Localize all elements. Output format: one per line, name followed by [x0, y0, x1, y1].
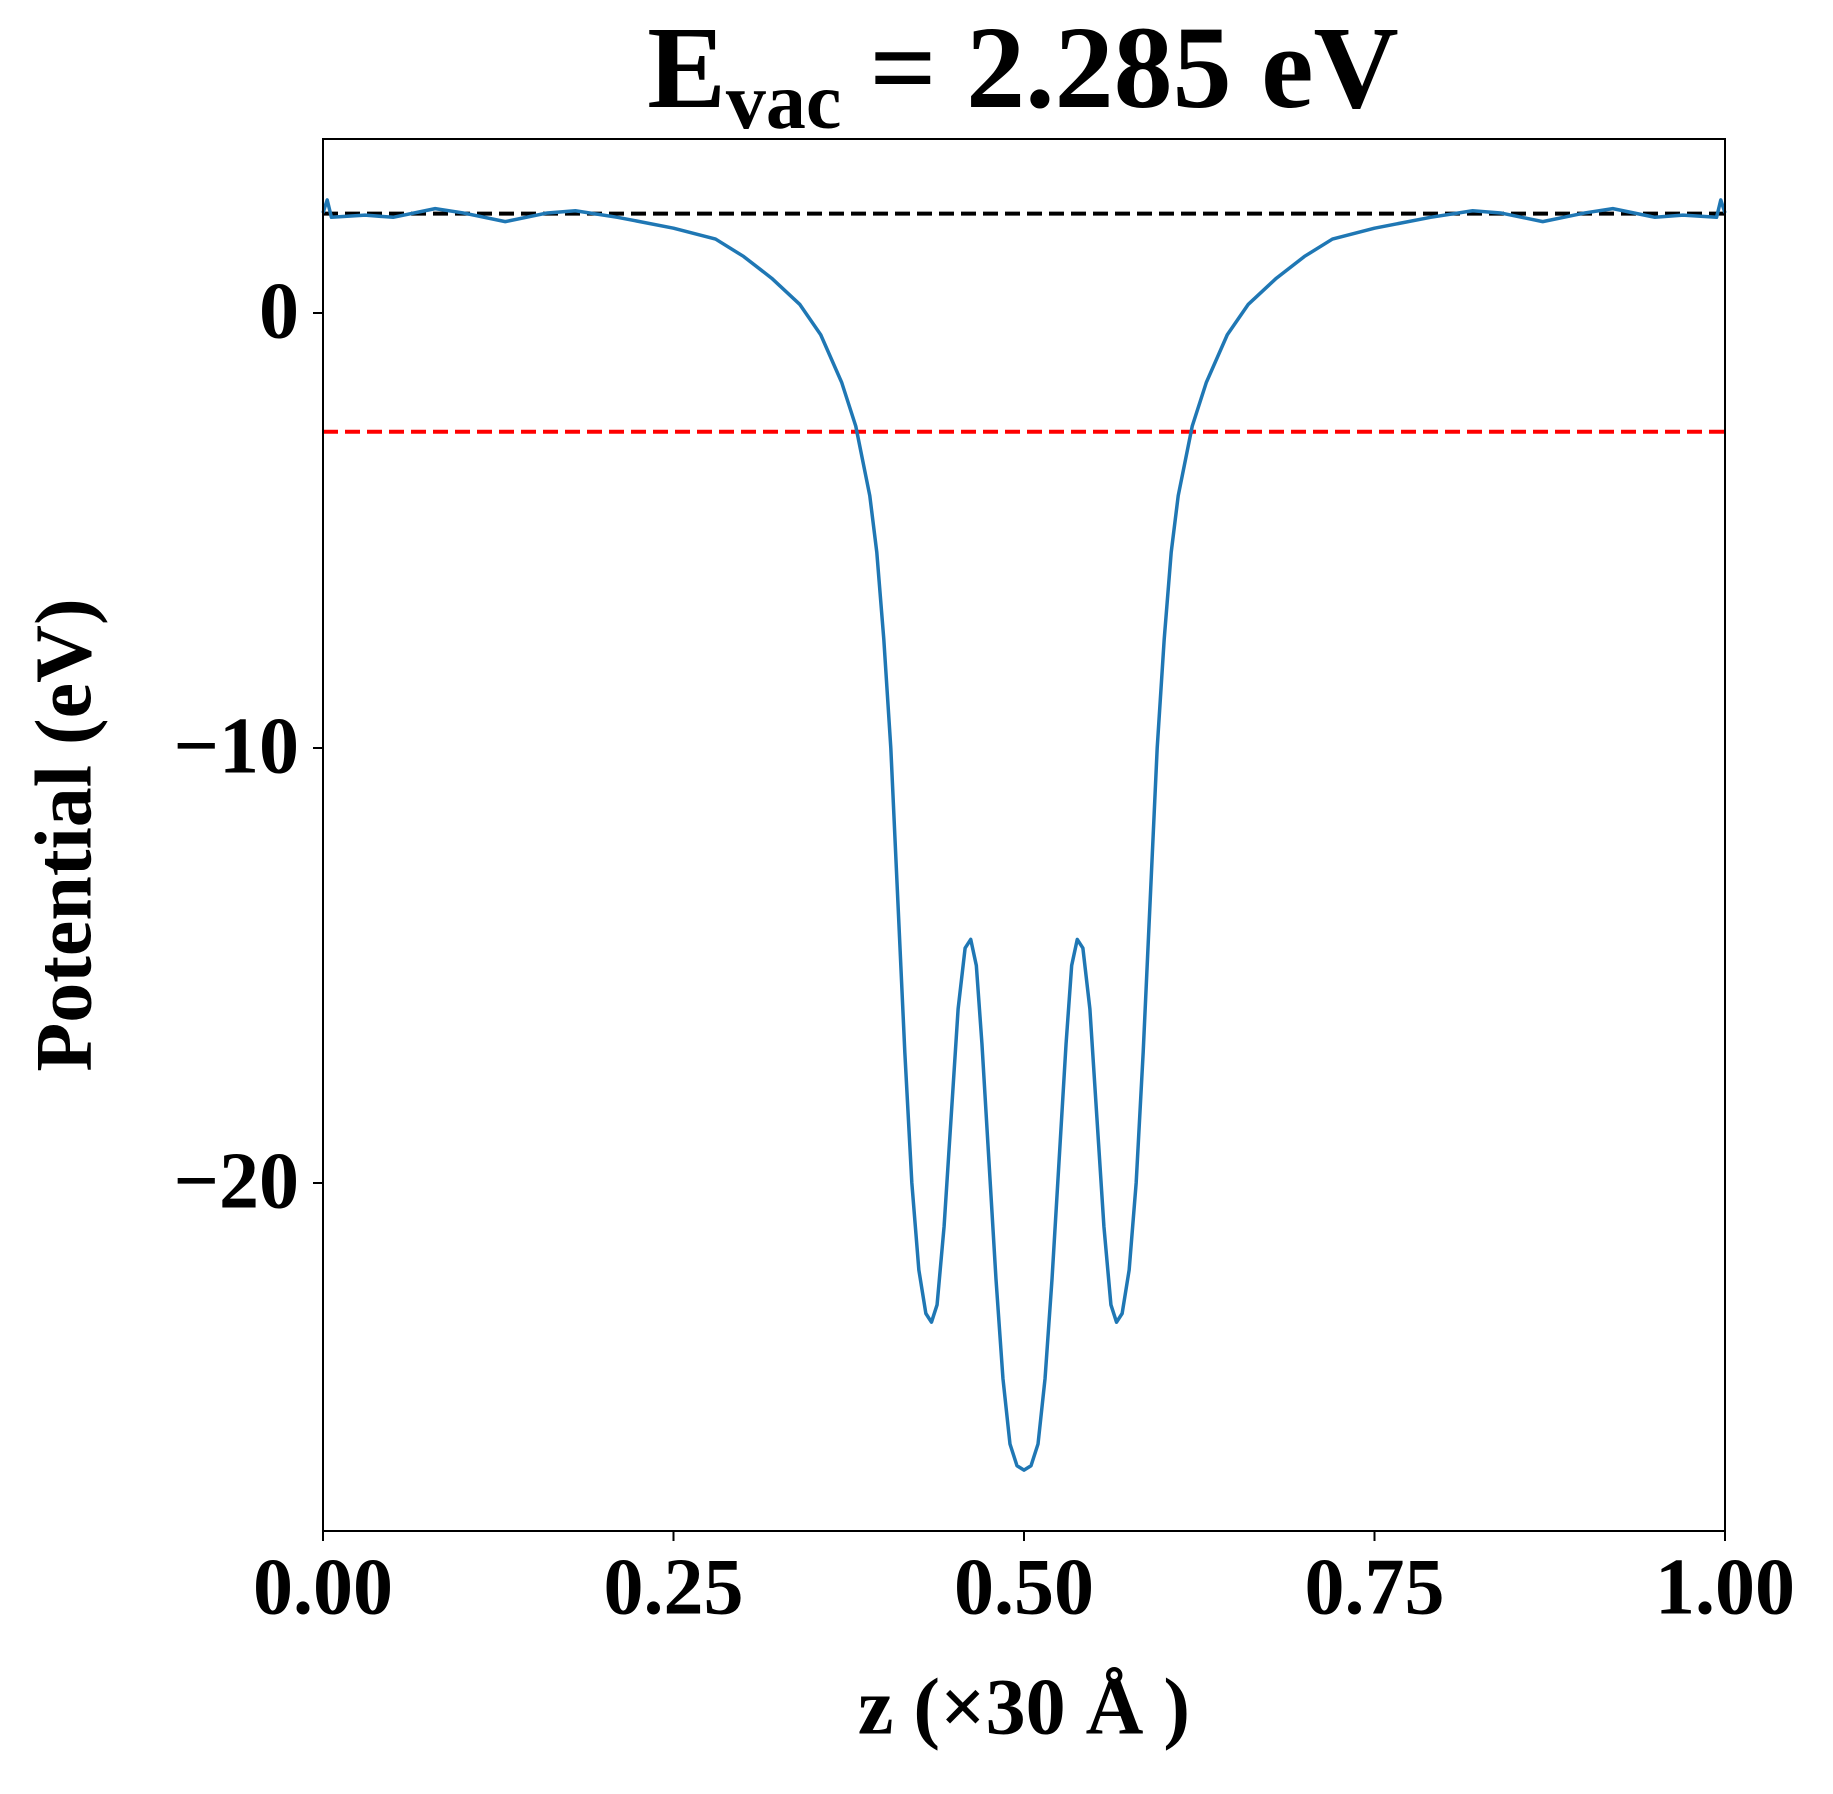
plot-frame: [322, 138, 1726, 1532]
y-tick-label: 0: [259, 267, 299, 355]
title-main: E: [647, 2, 726, 133]
data-line: [321, 198, 1727, 1472]
x-tick-label: 0.25: [604, 1543, 744, 1631]
x-tick-label: 0.50: [954, 1543, 1094, 1631]
y-tick-label: −10: [173, 702, 299, 790]
y-tick-label: −20: [173, 1137, 299, 1225]
chart-title: Evac = 2.285 eV: [647, 2, 1399, 146]
x-tick-label: 0.00: [253, 1543, 393, 1631]
title-rest: = 2.285 eV: [869, 2, 1398, 133]
x-tick-label: 1.00: [1655, 1543, 1795, 1631]
title-subscript: vac: [726, 58, 842, 146]
x-tick-label: 0.75: [1305, 1543, 1445, 1631]
y-axis-label: Potential (eV): [20, 598, 108, 1071]
x-axis-label: z (×30 Å ): [858, 1663, 1190, 1751]
